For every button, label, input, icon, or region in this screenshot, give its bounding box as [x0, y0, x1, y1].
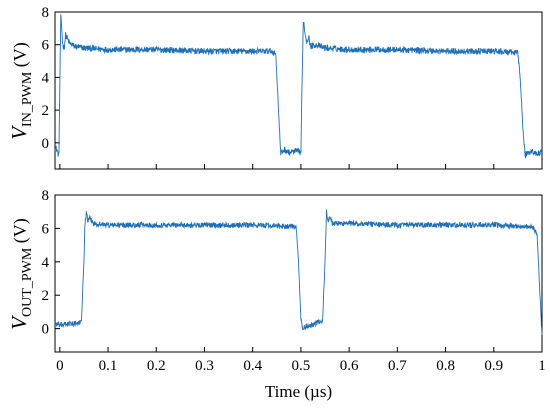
- input-pwm-x-axis: [59, 164, 543, 169]
- y-tick-label: 4: [42, 70, 50, 86]
- input-pwm-y-label: VIN_PWM (V): [7, 42, 35, 140]
- x-tick-label: 0.8: [436, 358, 455, 374]
- output-pwm-y-axis: 0 2 4 6 8: [42, 188, 60, 338]
- x-tick-label: 0: [56, 358, 64, 374]
- y-tick-label: 4: [42, 255, 50, 271]
- output-pwm-panel: 0 2 4 6 8 0 0.1 0.2 0.3 0.4 0.5 0.6 0.7 0.8 0.9 1 VOUT…: [7, 188, 546, 401]
- x-tick-label: 0.4: [243, 358, 262, 374]
- output-pwm-plot-frame: [54, 194, 543, 353]
- x-tick-label: 0.5: [292, 358, 311, 374]
- y-tick-label: 0: [42, 136, 50, 152]
- x-axis-title: Time (µs): [265, 382, 332, 401]
- y-tick-label: 6: [42, 38, 50, 54]
- x-tick-label: 0.9: [484, 358, 503, 374]
- y-tick-label: 2: [42, 103, 50, 119]
- y-tick-label: 6: [42, 221, 50, 237]
- input-pwm-trace: [54, 14, 543, 159]
- x-tick-label: 1: [538, 358, 546, 374]
- x-tick-label: 0.6: [340, 358, 359, 374]
- input-pwm-plot-frame: [54, 11, 543, 170]
- y-tick-label: 0: [42, 322, 50, 338]
- y-tick-label: 8: [42, 5, 50, 21]
- x-tick-label: 0.7: [388, 358, 407, 374]
- output-pwm-y-label: VOUT_PWM (V): [7, 218, 35, 330]
- y-tick-label: 8: [42, 188, 50, 204]
- input-pwm-y-axis: 0 2 4 6 8: [42, 5, 60, 152]
- x-tick-label: 0.1: [99, 358, 118, 374]
- x-tick-label: 0.2: [147, 358, 166, 374]
- output-pwm-x-axis: 0 0.1 0.2 0.3 0.4 0.5 0.6 0.7 0.8 0.9 1: [56, 347, 546, 374]
- y-tick-label: 2: [42, 288, 50, 304]
- output-pwm-trace: [54, 209, 543, 335]
- x-tick-label: 0.3: [195, 358, 214, 374]
- input-pwm-panel: 0 2 4 6 8 VIN_PWM (V): [7, 5, 543, 170]
